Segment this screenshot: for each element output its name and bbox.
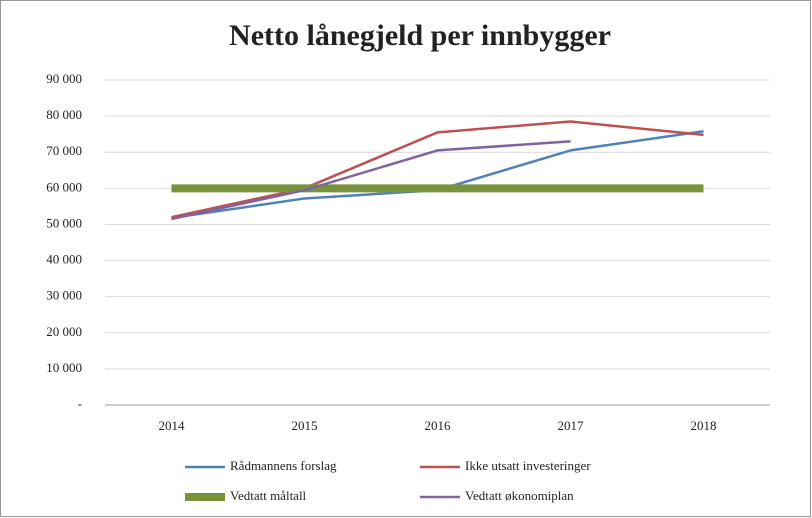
legend-label: Vedtatt måltall	[230, 488, 307, 503]
x-tick-label: 2015	[292, 418, 318, 433]
legend-label: Ikke utsatt investeringer	[465, 458, 591, 473]
y-tick-label: 70 000	[46, 143, 82, 158]
x-tick-label: 2016	[425, 418, 452, 433]
chart-title: Netto lånegjeld per innbygger	[229, 19, 611, 52]
series-line	[171, 140, 571, 221]
y-tick-label: -	[78, 396, 82, 411]
y-tick-label: 90 000	[46, 71, 82, 86]
x-tick-label: 2014	[159, 418, 186, 433]
y-tick-label: 30 000	[46, 288, 82, 303]
x-tick-label: 2018	[691, 418, 717, 433]
legend-label: Rådmannens forslag	[230, 458, 337, 473]
y-tick-label: 60 000	[46, 179, 82, 194]
series-line	[171, 120, 704, 219]
y-tick-label: 20 000	[46, 324, 82, 339]
y-tick-label: 10 000	[46, 360, 82, 375]
y-tick-label: 50 000	[46, 215, 82, 230]
legend-label: Vedtatt økonomiplan	[465, 488, 574, 503]
y-tick-label: 80 000	[46, 107, 82, 122]
y-tick-label: 40 000	[46, 252, 82, 267]
x-tick-label: 2017	[558, 418, 585, 433]
